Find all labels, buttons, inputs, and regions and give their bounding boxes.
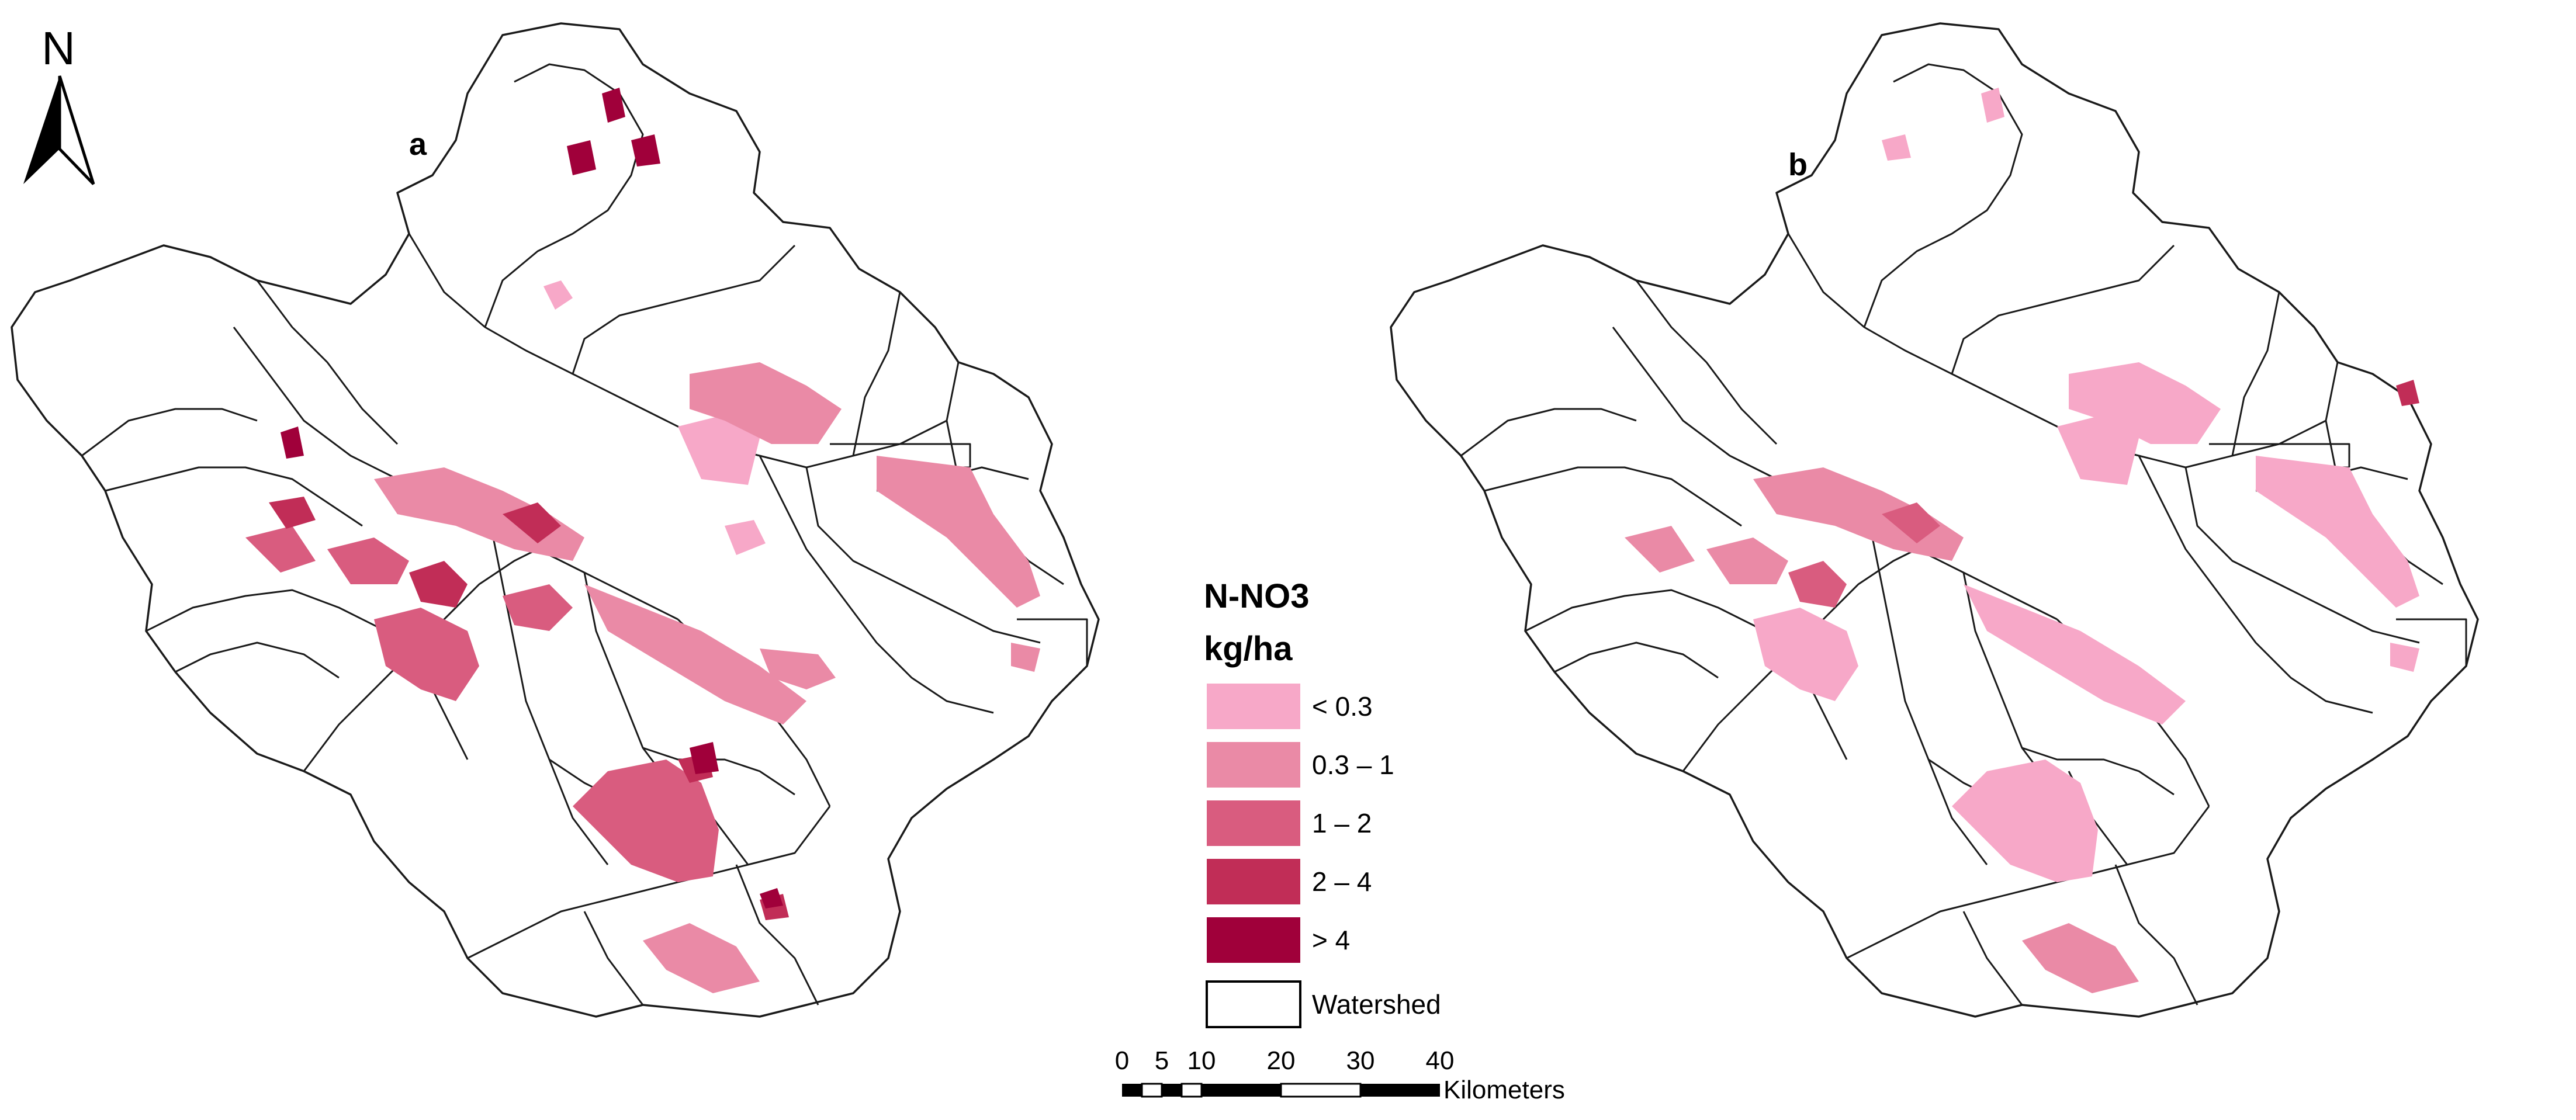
nitrate-class-1 [2390, 643, 2419, 672]
nitrate-class-1 [1882, 134, 1911, 161]
legend: N-NO3 kg/ha < 0.3 0.3 – 1 1 – 2 2 – 4 > … [1204, 577, 1441, 1028]
legend-label-1-2: 1 – 2 [1312, 808, 1372, 838]
nitrate-class-5 [690, 742, 719, 774]
north-label: N [41, 22, 75, 74]
nitrate-class-3 [1882, 502, 1940, 543]
legend-swatch-watershed [1206, 980, 1301, 1028]
nitrate-patches [245, 88, 1040, 993]
scale-tick-label: 40 [1426, 1046, 1455, 1075]
map-label-a: a [409, 127, 427, 162]
nitrate-class-2 [1011, 643, 1040, 672]
nitrate-class-1 [2057, 415, 2139, 485]
nitrate-class-3 [374, 608, 479, 701]
legend-label-lt-0.3: < 0.3 [1312, 691, 1373, 722]
nitrate-class-5 [760, 888, 783, 909]
nitrate-class-1 [678, 415, 760, 485]
nitrate-class-3 [327, 538, 409, 584]
scale-tick-label: 0 [1115, 1046, 1129, 1075]
north-arrow: N [23, 22, 95, 185]
nitrate-class-3 [245, 526, 316, 573]
nitrate-class-1 [725, 520, 766, 555]
legend-label-0.3-1: 0.3 – 1 [1312, 750, 1394, 780]
map-label-b: b [1788, 147, 1808, 182]
scale-tick-label: 30 [1346, 1046, 1375, 1075]
nitrate-class-3 [503, 584, 573, 631]
legend-title: N-NO3 [1204, 577, 1309, 615]
scale-tick-label: 20 [1267, 1046, 1296, 1075]
north-arrow-left-icon [23, 76, 60, 184]
nitrate-class-4 [503, 502, 561, 543]
nitrate-class-4 [269, 497, 316, 529]
nitrate-class-2 [877, 456, 1040, 608]
nitrate-class-3 [1788, 561, 1847, 608]
legend-swatch-gt-4 [1207, 917, 1300, 963]
legend-swatch-1-2 [1207, 800, 1300, 846]
nitrate-class-5 [631, 134, 660, 167]
nitrate-class-4 [409, 561, 468, 608]
scale-tick-label: 5 [1155, 1046, 1169, 1075]
map-panel-a: a [11, 22, 1100, 1018]
nitrate-class-1 [1952, 760, 2098, 882]
map-panel-b: b [1390, 22, 2479, 1018]
nitrate-class-1 [1981, 88, 2004, 123]
legend-swatch-0.3-1 [1207, 742, 1300, 788]
nitrate-class-2 [760, 649, 836, 689]
scale-bar-segments [1122, 1083, 1440, 1098]
nitrate-class-2 [584, 584, 806, 724]
nitrate-class-1 [1964, 584, 2186, 724]
nitrate-class-1 [2069, 362, 2221, 444]
nitrate-class-2 [1625, 526, 1695, 573]
legend-label-gt-4: > 4 [1312, 925, 1350, 955]
nitrate-class-1 [1753, 608, 1858, 701]
scale-bar: 0 5 10 20 30 40 Kilometers [1115, 1046, 1565, 1104]
nitrate-class-2 [690, 362, 842, 444]
scale-tick-label: 10 [1187, 1046, 1216, 1075]
nitrate-class-1 [2256, 456, 2419, 608]
nitrate-class-2 [1706, 538, 1788, 584]
nitrate-class-2 [643, 923, 760, 993]
legend-label-watershed: Watershed [1312, 989, 1441, 1020]
nitrate-class-5 [567, 140, 596, 175]
nitrate-class-1 [543, 280, 573, 310]
legend-swatch-lt-0.3 [1207, 684, 1300, 729]
nitrate-patches [1625, 88, 2419, 993]
nitrate-class-3 [573, 760, 719, 882]
nitrate-class-4 [2396, 380, 2419, 406]
scale-unit-label: Kilometers [1443, 1076, 1565, 1104]
legend-unit: kg/ha [1204, 630, 1293, 668]
north-arrow-right-icon [58, 75, 95, 185]
legend-swatch-2-4 [1207, 859, 1300, 904]
nitrate-class-5 [602, 88, 625, 123]
nitrate-class-2 [2022, 923, 2139, 993]
legend-label-2-4: 2 – 4 [1312, 866, 1372, 897]
nitrate-class-5 [281, 426, 304, 459]
